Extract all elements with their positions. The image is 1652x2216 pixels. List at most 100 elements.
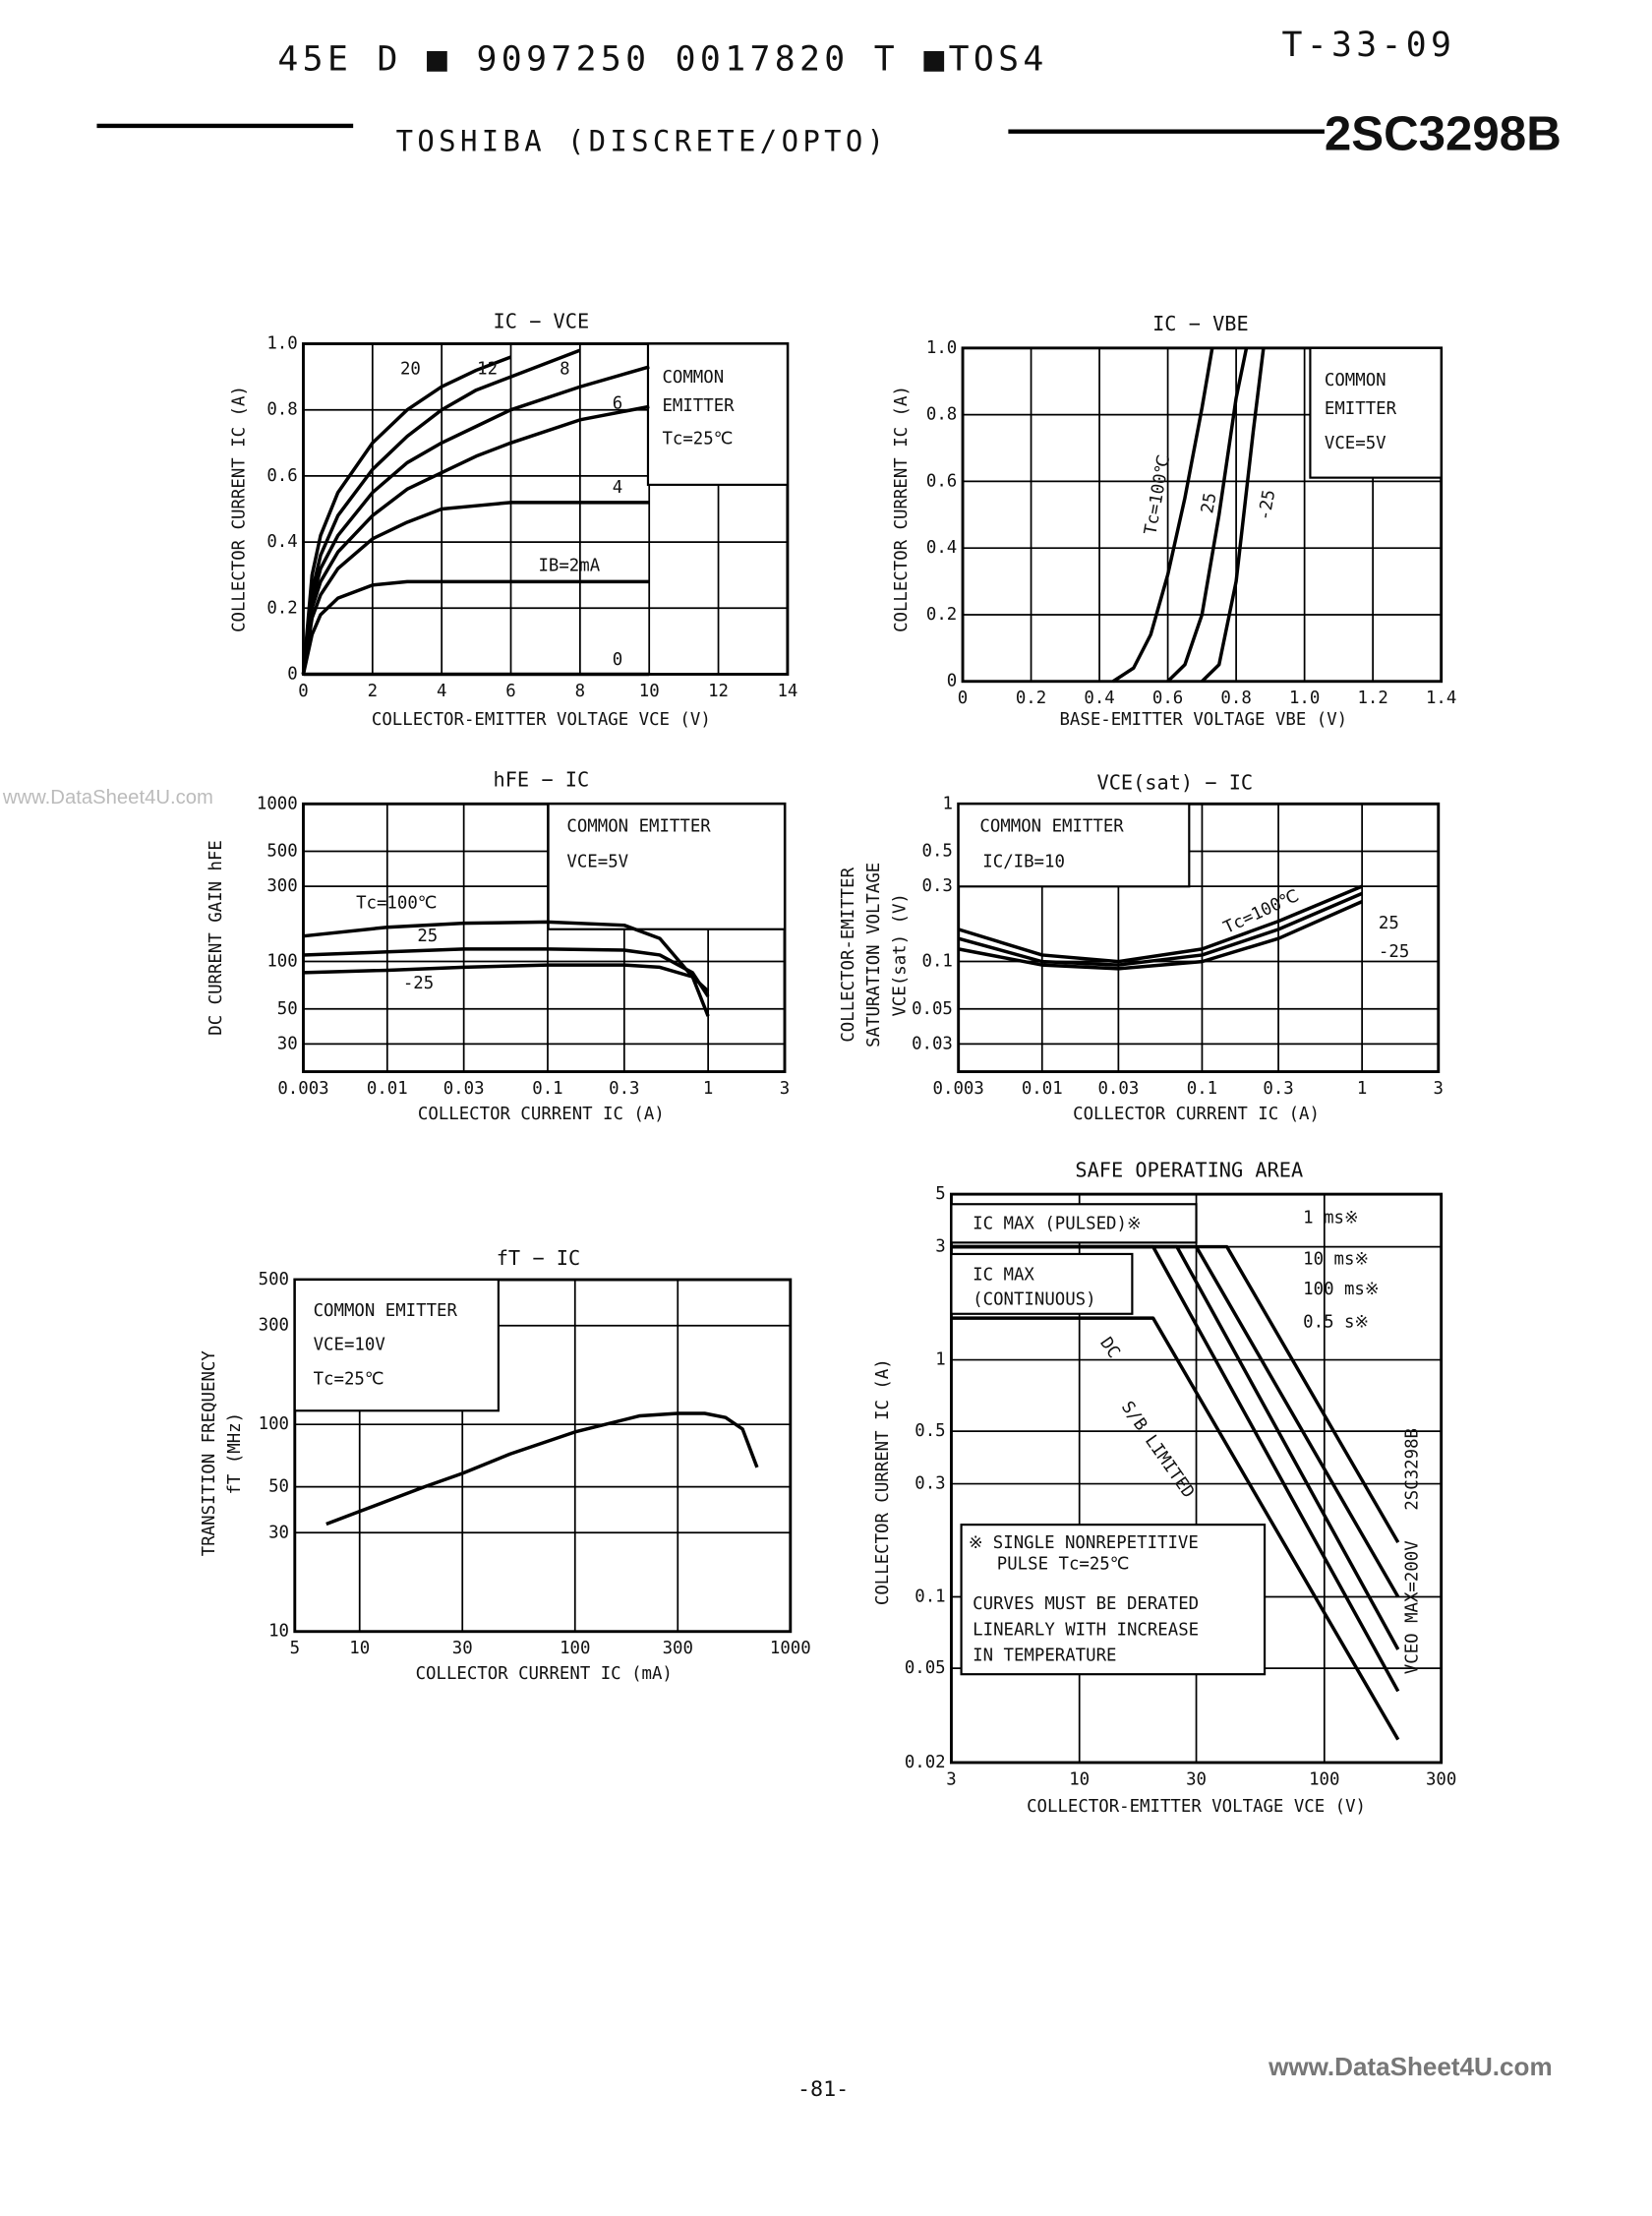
y-axis-label: DC CURRENT GAIN hFE <box>206 840 226 1036</box>
annotation: COMMON EMITTER <box>566 816 711 836</box>
footer-page: -81- <box>797 2077 849 2102</box>
series-line <box>1112 347 1214 684</box>
chart-title: hFE − IC <box>494 768 590 792</box>
y-axis-label: VCE(sat) (V) <box>890 893 910 1016</box>
y-tick-label: 1000 <box>257 794 298 813</box>
annotation: LINEARLY WITH INCREASE <box>973 1620 1199 1640</box>
annotation-box <box>950 1203 1198 1244</box>
y-axis-label: COLLECTOR CURRENT IC (A) <box>229 386 249 632</box>
x-tick-label: 3 <box>1434 1079 1444 1099</box>
x-tick-label: 100 <box>560 1639 590 1658</box>
annotation: ※ SINGLE NONREPETITIVE <box>969 1533 1199 1553</box>
annotation-box <box>646 342 789 486</box>
y-tick-label: 0 <box>947 672 957 691</box>
x-tick-label: 0.8 <box>1220 689 1251 708</box>
series-label: 10 ms※ <box>1303 1250 1369 1270</box>
series-line <box>303 963 710 992</box>
annotation: VCEO MAX=200V <box>1403 1540 1423 1674</box>
x-tick-label: 0.2 <box>1016 689 1046 708</box>
x-axis-label: COLLECTOR-EMITTER VOLTAGE VCE (V) <box>1027 1797 1366 1817</box>
annotation-box <box>547 803 787 930</box>
chart-title: IC − VCE <box>494 309 590 332</box>
x-tick-label: 10 <box>1069 1769 1090 1789</box>
annotation: CURVES MUST BE DERATED <box>973 1594 1199 1614</box>
x-tick-label: 14 <box>777 682 797 701</box>
y-axis-label: fT (MHz) <box>225 1412 245 1495</box>
x-tick-label: 0.003 <box>933 1079 984 1099</box>
annotation-box <box>957 803 1191 888</box>
x-tick-label: 0.1 <box>1187 1079 1217 1099</box>
series-label: IB=2mA <box>538 556 600 575</box>
x-tick-label: 8 <box>575 682 585 701</box>
header-ref: T-33-09 <box>1281 26 1455 65</box>
annotation: IN TEMPERATURE <box>973 1646 1116 1665</box>
x-tick-label: 0.1 <box>532 1079 562 1099</box>
annotation: COMMON EMITTER <box>314 1301 458 1321</box>
y-tick-label: 0.2 <box>266 598 297 618</box>
series-line <box>1166 347 1249 683</box>
x-axis-label: BASE-EMITTER VOLTAGE VBE (V) <box>1059 710 1347 730</box>
annotation: VCE=5V <box>1325 434 1386 453</box>
y-tick-label: 0.2 <box>926 605 957 625</box>
series-line <box>958 891 1363 967</box>
x-axis-label: COLLECTOR-EMITTER VOLTAGE VCE (V) <box>372 710 711 730</box>
y-tick-label: 0 <box>287 665 297 685</box>
y-tick-label: 0.1 <box>922 952 953 972</box>
annotation: COMMON <box>1325 371 1386 390</box>
y-tick-label: 0.02 <box>905 1753 946 1772</box>
watermark: www.DataSheet4U.com <box>2 787 213 809</box>
x-tick-label: 0.01 <box>367 1079 408 1099</box>
series-label: 1 ms※ <box>1303 1209 1358 1228</box>
annotation: Tc=25℃ <box>662 430 733 449</box>
chart-title: fT − IC <box>497 1246 580 1270</box>
chart-title: SAFE OPERATING AREA <box>1075 1158 1303 1181</box>
x-tick-label: 4 <box>437 682 446 701</box>
series-line <box>301 365 650 675</box>
series-label: 25 <box>417 927 438 946</box>
chart-title: VCE(sat) − IC <box>1097 771 1254 795</box>
x-tick-label: 0 <box>298 682 308 701</box>
series-label: 25 <box>1198 492 1220 515</box>
series-line <box>1201 347 1266 683</box>
y-tick-label: 500 <box>266 842 297 862</box>
series-line <box>325 1411 759 1527</box>
y-tick-label: 300 <box>266 876 297 896</box>
series-label: 8 <box>560 360 569 380</box>
x-tick-label: 1.2 <box>1357 689 1387 708</box>
x-tick-label: 100 <box>1309 1769 1339 1789</box>
y-tick-label: 50 <box>277 999 298 1019</box>
annotation: IC MAX (PULSED)※ <box>973 1215 1141 1234</box>
y-tick-label: 100 <box>266 952 297 972</box>
y-tick-label: 0.4 <box>266 532 297 552</box>
y-tick-label: 500 <box>259 1270 289 1289</box>
x-tick-label: 6 <box>505 682 515 701</box>
y-tick-label: 30 <box>268 1523 289 1542</box>
x-tick-label: 0.003 <box>277 1079 328 1099</box>
series-label: 20 <box>400 360 421 380</box>
y-tick-label: 0.03 <box>912 1034 953 1053</box>
annotation: Tc=25℃ <box>314 1369 384 1389</box>
series-line <box>301 501 650 675</box>
x-tick-label: 3 <box>780 1079 790 1099</box>
x-tick-label: 5 <box>290 1639 300 1658</box>
y-tick-label: 0.05 <box>912 999 953 1019</box>
x-tick-label: 10 <box>639 682 660 701</box>
x-tick-label: 0.6 <box>1152 689 1183 708</box>
annotation: COMMON EMITTER <box>979 816 1124 836</box>
series-label: 0 <box>613 650 622 670</box>
header-code: 45E D ■ 9097250 0017820 T ■TOS4 <box>277 39 1047 79</box>
annotation-box <box>960 1524 1267 1676</box>
y-tick-label: 3 <box>935 1237 945 1257</box>
y-axis-label: COLLECTOR CURRENT IC (A) <box>892 386 912 632</box>
y-tick-label: 0.8 <box>926 405 957 425</box>
annotation: EMITTER <box>1325 399 1397 419</box>
series-line <box>301 355 512 675</box>
x-tick-label: 0 <box>958 689 968 708</box>
y-tick-label: 1 <box>935 1350 945 1370</box>
y-tick-label: 1.0 <box>266 334 297 354</box>
series-label: 12 <box>477 360 498 380</box>
x-tick-label: 12 <box>708 682 729 701</box>
x-tick-label: 1.4 <box>1426 689 1456 708</box>
